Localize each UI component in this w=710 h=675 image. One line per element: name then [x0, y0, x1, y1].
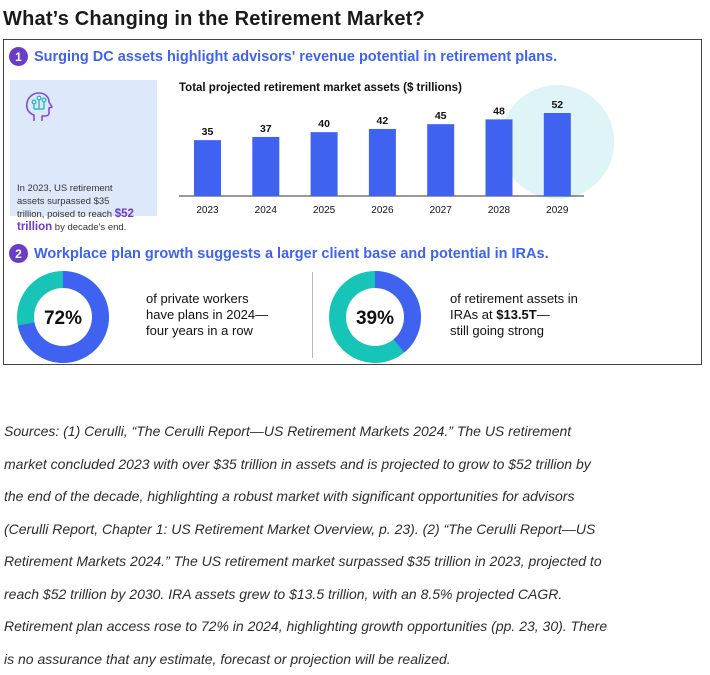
sources-line: Retirement Markets 2024.” The US retirem… [4, 545, 708, 578]
info-line-3: trillion, poised to reach $52 [17, 208, 145, 221]
bar-value-label: 42 [377, 115, 389, 127]
donut-percent-label: 39% [356, 308, 394, 329]
bar-chart: 35 2023 37 2024 40 2025 42 2026 45 2027 48 2028 52 20… [164, 80, 704, 220]
bar-value-label: 52 [551, 99, 563, 111]
section-2-number: 2 [9, 244, 28, 263]
bar-2028 [486, 119, 513, 196]
bar-value-label: 35 [202, 126, 214, 138]
info-line-2: assets surpassed $35 [17, 195, 145, 208]
sources-line: the end of the decade, highlighting a ro… [4, 480, 708, 513]
info-text: In 2023, US retirement assets surpassed … [17, 182, 145, 234]
page-title: What’s Changing in the Retirement Market… [3, 8, 425, 31]
info-line-1: In 2023, US retirement [17, 182, 145, 195]
info-highlight-value: $52 [115, 208, 134, 220]
x-tick-label: 2024 [255, 205, 278, 216]
stat-1-line-2: have plans in 2024— [146, 307, 268, 323]
info-highlight-unit: trillion [17, 221, 52, 233]
stat-text-ira-assets: of retirement assets in IRAs at $13.5T— … [450, 291, 578, 339]
stat-1-line-1: of private workers [146, 291, 268, 307]
bar-value-label: 48 [493, 105, 505, 117]
sources-line: Retirement plan access rose to 72% in 20… [4, 610, 708, 643]
sources-line: market concluded 2023 with over $35 tril… [4, 448, 708, 481]
section-1-number: 1 [9, 47, 28, 66]
x-tick-label: 2025 [313, 205, 336, 216]
bar-2023 [194, 140, 221, 196]
sources-line: reach $52 trillion by 2030. IRA assets g… [4, 578, 708, 611]
bar-2027 [427, 124, 454, 196]
bar-value-label: 37 [260, 123, 272, 135]
bar-2026 [369, 129, 396, 196]
section-1-header: 1 Surging DC assets highlight advisors' … [9, 47, 557, 66]
sources-text: Sources: (1) Cerulli, “The Cerulli Repor… [4, 415, 708, 675]
sources-line: (Cerulli Report, Chapter 1: US Retiremen… [4, 513, 708, 546]
sources-line: Sources: (1) Cerulli, “The Cerulli Repor… [4, 415, 708, 448]
donut-chart-ira-assets: 39% [328, 270, 422, 364]
info-line-4: trillion by decade's end. [17, 221, 145, 234]
x-tick-label: 2023 [196, 205, 219, 216]
stat-2-line-3: still going strong [450, 323, 578, 339]
bar-2024 [252, 137, 279, 196]
section-2-heading: Workplace plan growth suggests a larger … [34, 246, 549, 262]
x-tick-label: 2028 [488, 205, 511, 216]
bar-2029 [544, 113, 571, 196]
bar-value-label: 40 [318, 118, 330, 130]
infographic-card: 1 Surging DC assets highlight advisors' … [3, 39, 702, 365]
donut-percent-label: 72% [44, 308, 82, 329]
section-2-header: 2 Workplace plan growth suggests a large… [9, 244, 549, 263]
bar-value-label: 45 [435, 110, 447, 122]
bar-2025 [311, 132, 338, 196]
sources-line: is no assurance that any estimate, forec… [4, 643, 708, 675]
donut-chart-private-workers: 72% [16, 270, 110, 364]
x-tick-label: 2026 [371, 205, 394, 216]
stat-text-private-workers: of private workers have plans in 2024— f… [146, 291, 268, 339]
stat-1-line-3: four years in a row [146, 323, 268, 339]
x-tick-label: 2029 [546, 205, 569, 216]
stat-2-line-2: IRAs at $13.5T— [450, 307, 578, 323]
info-box: In 2023, US retirement assets surpassed … [10, 80, 157, 216]
section-1-heading: Surging DC assets highlight advisors' re… [34, 49, 557, 65]
x-tick-label: 2027 [430, 205, 453, 216]
divider [312, 272, 313, 358]
head-network-icon [20, 88, 60, 128]
stat-2-line-1: of retirement assets in [450, 291, 578, 307]
